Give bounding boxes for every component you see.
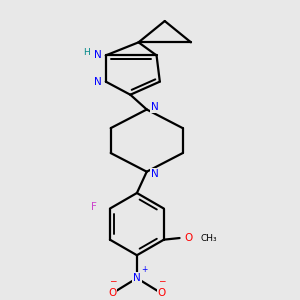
- Text: N: N: [151, 102, 159, 112]
- Text: CH₃: CH₃: [201, 233, 217, 242]
- Text: −: −: [109, 276, 116, 285]
- Text: H: H: [83, 48, 89, 57]
- Text: O: O: [184, 233, 193, 243]
- Text: +: +: [142, 265, 148, 274]
- Text: −: −: [158, 276, 165, 285]
- Text: O: O: [108, 288, 116, 298]
- Text: N: N: [94, 76, 101, 87]
- Text: N: N: [133, 273, 141, 283]
- Text: O: O: [157, 288, 166, 298]
- Text: N: N: [94, 50, 101, 60]
- Text: F: F: [91, 202, 97, 212]
- Text: N: N: [151, 169, 159, 179]
